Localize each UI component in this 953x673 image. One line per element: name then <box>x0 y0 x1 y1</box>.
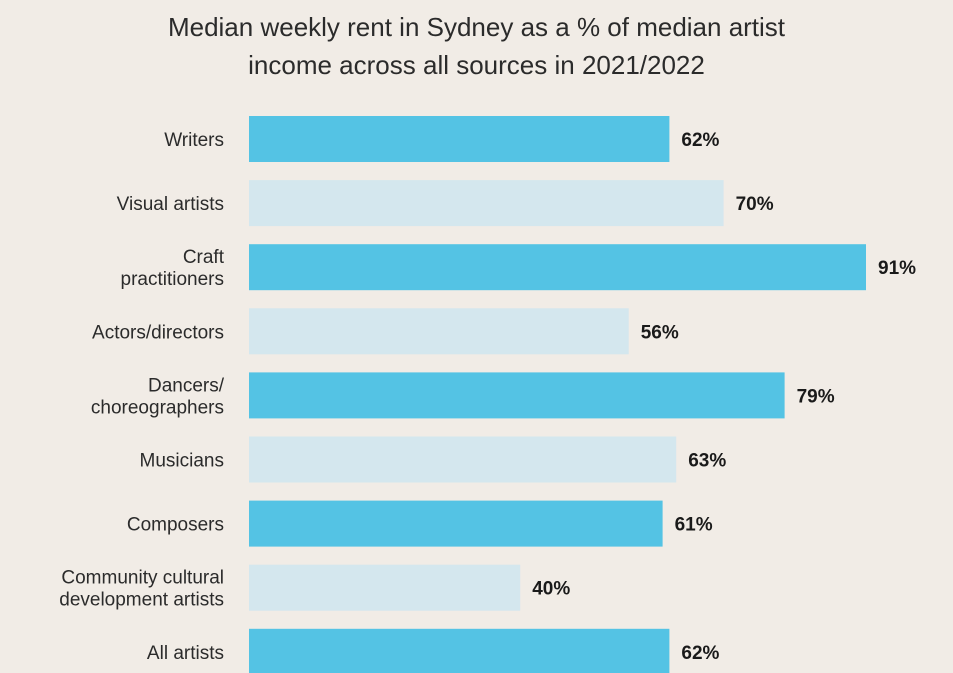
chart-title: Median weekly rent in Sydney as a % of m… <box>0 8 953 84</box>
bar-1 <box>249 180 724 227</box>
value-label-3: 56% <box>641 322 679 343</box>
category-label-5: Musicians <box>140 451 224 472</box>
category-label-line: Composers <box>127 515 224 536</box>
value-label-2: 91% <box>878 258 916 279</box>
category-label-line: development artists <box>59 590 224 611</box>
value-label-8: 62% <box>681 643 719 664</box>
bar-8 <box>249 628 670 673</box>
bar-0 <box>249 116 670 162</box>
category-label-line: Visual artists <box>117 194 224 215</box>
value-label-1: 70% <box>736 194 774 215</box>
category-label-0: Writers <box>164 130 224 151</box>
category-label-line: Actors/directors <box>92 322 224 343</box>
bar-4 <box>249 372 785 419</box>
category-label-line: Dancers/ <box>148 375 225 396</box>
chart-title-line-1: Median weekly rent in Sydney as a % of m… <box>167 12 786 42</box>
category-label-line: Musicians <box>140 451 224 472</box>
chart-title-line-2: income across all sources in 2021/2022 <box>248 50 705 80</box>
category-label-1: Visual artists <box>117 194 224 215</box>
bar-3 <box>249 308 629 355</box>
category-label-2: Craft practitioners <box>121 247 225 290</box>
category-label-8: All artists <box>147 643 224 664</box>
bar-2 <box>249 244 866 291</box>
category-label-7: Community cultural development artists <box>59 568 224 611</box>
category-label-line: Writers <box>164 130 224 151</box>
value-label-0: 62% <box>681 130 719 151</box>
category-label-line: All artists <box>147 643 224 664</box>
bar-6 <box>249 500 663 547</box>
category-label-6: Composers <box>127 515 224 536</box>
bar-5 <box>249 436 677 483</box>
category-label-3: Actors/directors <box>92 322 224 343</box>
category-label-line: practitioners <box>121 269 225 290</box>
value-label-4: 79% <box>797 386 835 407</box>
category-label-line: choreographers <box>91 397 224 418</box>
value-label-7: 40% <box>532 579 570 600</box>
value-label-6: 61% <box>675 515 713 536</box>
category-label-4: Dancers/choreographers <box>91 375 225 418</box>
category-label-line: Craft <box>183 247 225 268</box>
value-label-5: 63% <box>688 451 726 472</box>
bar-7 <box>249 564 521 611</box>
category-label-line: Community cultural <box>61 568 224 589</box>
